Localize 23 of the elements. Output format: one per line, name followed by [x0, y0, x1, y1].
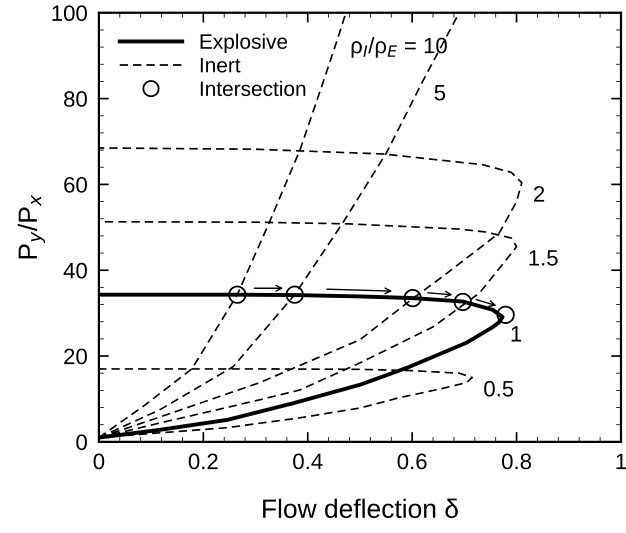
annotation: 1: [512, 326, 522, 342]
y-tick-label: 80: [64, 91, 87, 107]
y-tick-label: 100: [52, 5, 87, 22]
x-axis-title: Flow deflection δ: [263, 498, 458, 518]
legend-label: Inert: [200, 58, 240, 73]
legend-label: Intersection: [200, 80, 306, 96]
y-tick-label: 60: [64, 176, 87, 193]
annotation: ρ$_{I}$/ρ$_{E}$ = 10: [352, 37, 447, 58]
y-axis-title: P$_{y}$/P$_{x}$: [18, 194, 46, 258]
x-tick-label: 1: [616, 454, 626, 470]
annotation: 2: [534, 186, 544, 202]
annotation: 1.5: [529, 250, 558, 266]
x-tick-label: 0.4: [293, 454, 323, 470]
y-tick-label: 40: [64, 262, 87, 278]
y-tick-label: 20: [64, 348, 87, 364]
annotation: 0.5: [484, 380, 514, 397]
x-tick-label: 0.8: [502, 454, 532, 470]
annotation: 5: [434, 85, 446, 101]
y-tick-label: 0: [76, 434, 87, 450]
x-tick-label: 0: [94, 454, 104, 470]
x-tick-label: 0.6: [398, 454, 427, 470]
x-tick-label: 0.2: [188, 454, 218, 470]
legend-label: Explosive: [200, 34, 288, 54]
